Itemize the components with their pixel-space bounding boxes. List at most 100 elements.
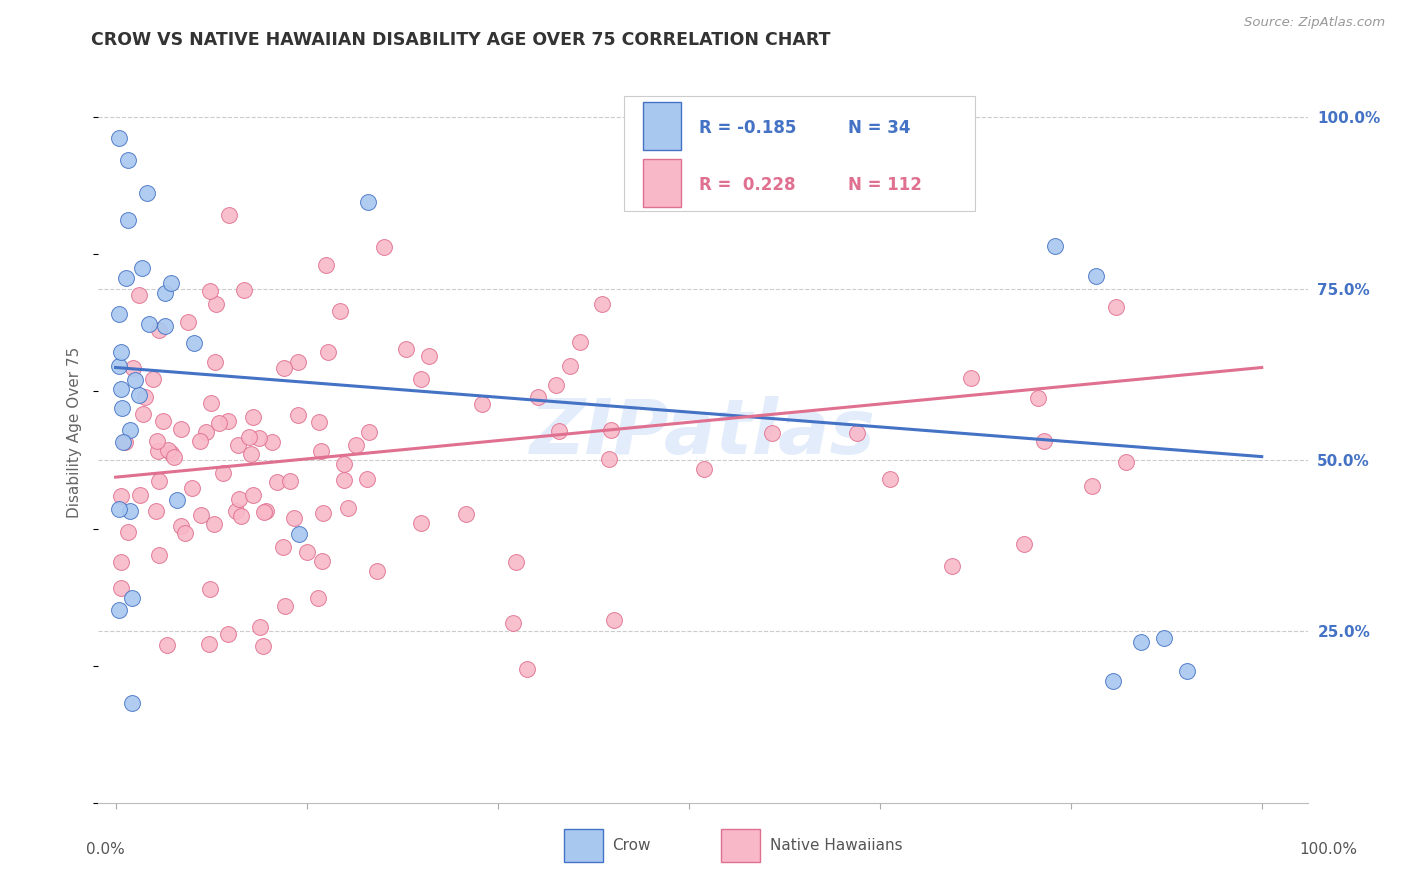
Text: R = -0.185: R = -0.185 <box>699 119 797 136</box>
Point <box>1081 479 1104 493</box>
Point <box>153 318 176 333</box>
Point <box>110 555 132 569</box>
Point <box>262 435 284 450</box>
Point <box>145 504 167 518</box>
Point <box>110 581 132 595</box>
Point <box>108 307 131 321</box>
Point <box>157 443 180 458</box>
Point <box>547 424 569 438</box>
Point <box>560 359 582 373</box>
Point <box>198 637 221 651</box>
Point <box>249 620 271 634</box>
Point <box>308 415 330 429</box>
Point <box>502 616 524 631</box>
Point <box>177 315 200 329</box>
Point <box>233 283 256 297</box>
Point <box>332 457 354 471</box>
Point <box>204 354 226 368</box>
Point <box>394 342 416 356</box>
Bar <box>643 160 682 208</box>
Text: Native Hawaiians: Native Hawaiians <box>769 838 903 854</box>
Point <box>110 382 132 396</box>
Point <box>271 541 294 555</box>
Point <box>108 603 131 617</box>
Point <box>173 526 195 541</box>
Point <box>152 414 174 428</box>
Point <box>108 131 131 145</box>
Point <box>200 285 222 299</box>
Point <box>134 390 156 404</box>
Point <box>366 564 388 578</box>
Point <box>188 434 211 449</box>
Text: Crow: Crow <box>613 838 651 854</box>
Point <box>845 425 868 440</box>
Point <box>121 697 143 711</box>
Point <box>312 506 335 520</box>
Point <box>333 473 356 487</box>
Point <box>266 475 288 489</box>
Point <box>247 431 270 445</box>
Point <box>108 502 131 516</box>
Point <box>145 434 167 448</box>
Point <box>1045 238 1067 252</box>
Point <box>110 490 132 504</box>
Point <box>211 466 233 480</box>
Point <box>409 372 432 386</box>
Point <box>311 554 333 568</box>
Bar <box>643 102 682 150</box>
Point <box>357 425 380 440</box>
Point <box>159 445 181 459</box>
Point <box>505 555 527 569</box>
Point <box>959 371 981 385</box>
Point <box>693 461 716 475</box>
Point <box>111 401 134 415</box>
Point <box>138 317 160 331</box>
Point <box>599 423 621 437</box>
Point <box>128 288 150 302</box>
Point <box>156 638 179 652</box>
Point <box>569 334 592 349</box>
Point <box>117 524 139 539</box>
Text: N = 112: N = 112 <box>848 177 922 194</box>
Point <box>344 438 367 452</box>
Point <box>1130 635 1153 649</box>
Point <box>411 516 433 530</box>
Point <box>111 434 134 449</box>
Point <box>307 591 329 606</box>
Text: N = 34: N = 34 <box>848 119 911 136</box>
Point <box>527 390 550 404</box>
Point <box>198 582 221 597</box>
Point <box>117 153 139 167</box>
Point <box>142 372 165 386</box>
Point <box>287 355 309 369</box>
Point <box>316 344 339 359</box>
Point <box>1026 391 1049 405</box>
Point <box>761 426 783 441</box>
Point <box>240 447 263 461</box>
Point <box>254 504 277 518</box>
Point <box>202 517 225 532</box>
FancyBboxPatch shape <box>624 95 976 211</box>
Point <box>242 409 264 424</box>
Point <box>288 526 311 541</box>
Point <box>337 500 360 515</box>
Point <box>121 591 143 606</box>
Point <box>287 409 309 423</box>
Point <box>200 396 222 410</box>
Point <box>1014 537 1036 551</box>
Point <box>217 414 239 428</box>
Text: 100.0%: 100.0% <box>1299 842 1358 856</box>
Point <box>190 508 212 522</box>
Point <box>194 425 217 440</box>
Point <box>108 359 131 373</box>
Point <box>131 407 153 421</box>
Point <box>117 213 139 227</box>
Point <box>180 481 202 495</box>
Y-axis label: Disability Age Over 75: Disability Age Over 75 <box>67 347 83 518</box>
Point <box>356 472 378 486</box>
Point <box>218 208 240 222</box>
Point <box>225 503 247 517</box>
Point <box>128 488 150 502</box>
Point <box>118 504 141 518</box>
Point <box>357 194 380 209</box>
